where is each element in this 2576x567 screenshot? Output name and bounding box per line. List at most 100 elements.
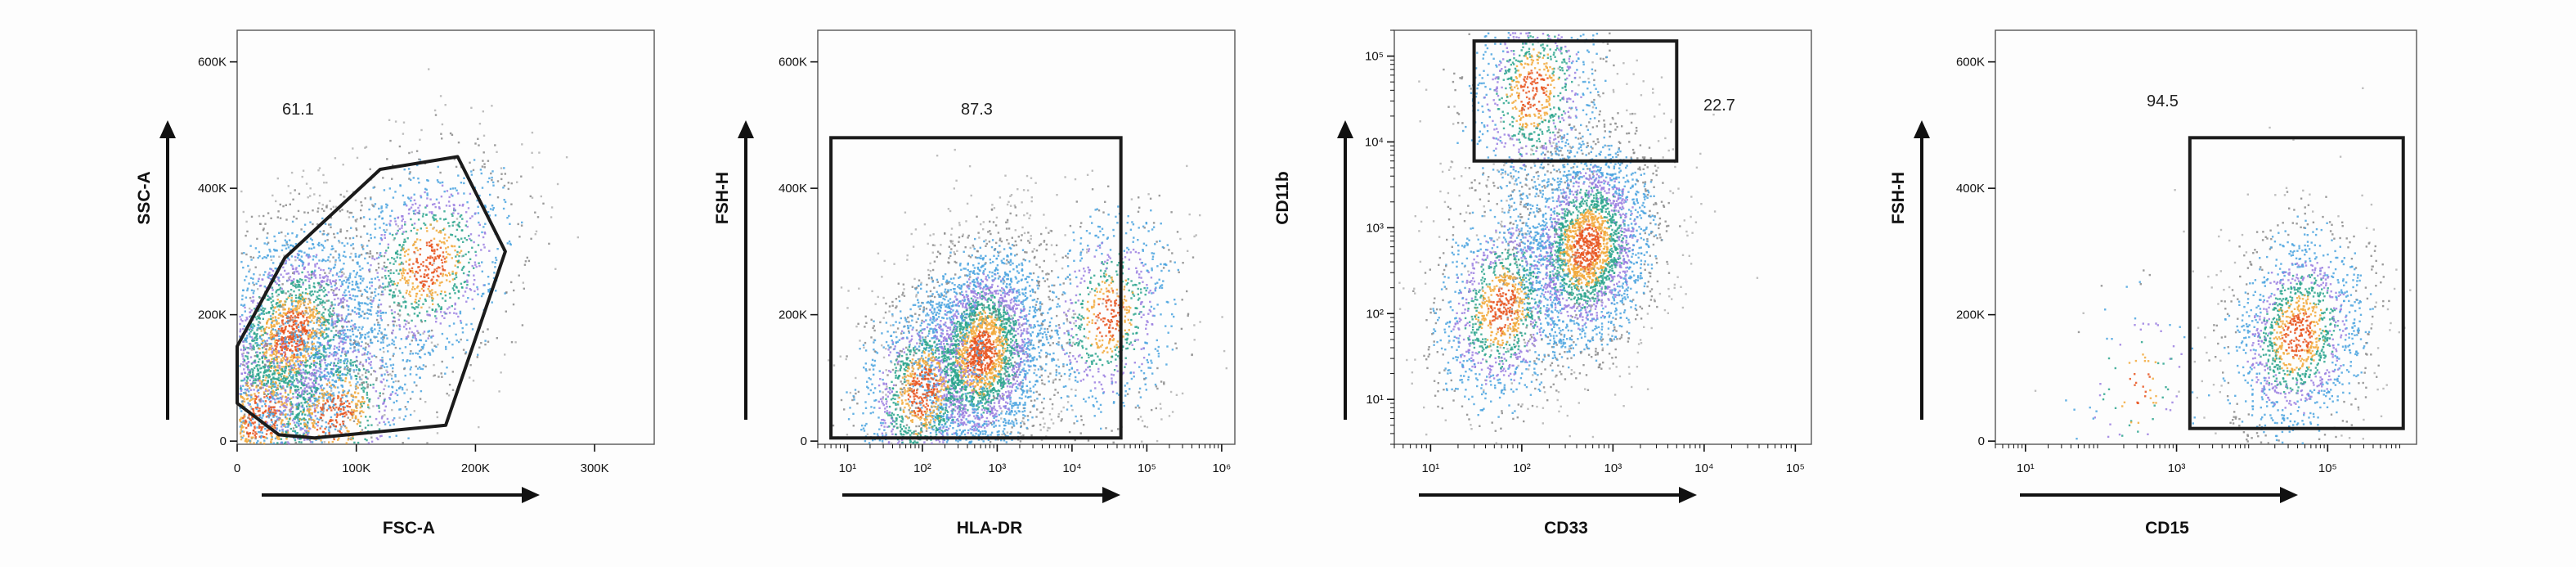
- event-dot: [272, 442, 275, 444]
- event-dot: [314, 269, 316, 272]
- event-dot: [263, 410, 267, 413]
- event-dot: [310, 295, 312, 297]
- event-dot: [442, 241, 445, 244]
- event-dot: [276, 372, 279, 375]
- event-dot: [347, 286, 349, 289]
- event-dot: [441, 123, 444, 126]
- event-dot: [353, 326, 356, 328]
- event-dot: [457, 212, 460, 215]
- event-dot: [330, 315, 333, 317]
- event-dot: [294, 300, 298, 303]
- event-dot: [402, 194, 405, 197]
- event-dot: [375, 390, 378, 393]
- event-dot: [275, 353, 277, 356]
- event-dot: [270, 345, 273, 348]
- event-dot: [466, 273, 469, 277]
- event-dot: [249, 268, 251, 271]
- event-dot: [368, 208, 370, 211]
- event-dot: [276, 295, 279, 297]
- event-dot: [397, 313, 400, 315]
- event-dot: [275, 394, 278, 397]
- event-dot: [327, 378, 330, 380]
- event-dot: [377, 305, 379, 308]
- event-dot: [348, 281, 351, 285]
- event-dot: [382, 341, 384, 344]
- event-dot: [310, 342, 313, 344]
- event-dot: [249, 331, 252, 333]
- event-dot: [399, 254, 402, 256]
- event-dot: [403, 392, 406, 394]
- event-dot: [291, 327, 294, 330]
- event-dot: [313, 397, 316, 400]
- event-dot: [332, 309, 334, 312]
- event-dot: [481, 231, 483, 234]
- event-dot: [316, 425, 319, 427]
- event-dot: [510, 341, 514, 344]
- event-dot: [463, 177, 465, 179]
- event-dot: [277, 398, 280, 400]
- event-dot: [328, 223, 330, 226]
- event-dot: [352, 411, 355, 413]
- event-dot: [289, 363, 291, 366]
- event-dot: [374, 371, 377, 373]
- event-dot: [311, 441, 314, 443]
- event-dot: [285, 247, 288, 250]
- event-dot: [296, 353, 299, 356]
- event-dot: [312, 395, 314, 398]
- event-dot: [402, 418, 406, 421]
- event-dot: [427, 337, 429, 340]
- event-dot: [366, 332, 369, 335]
- event-dot: [272, 412, 275, 416]
- event-dot: [315, 308, 317, 312]
- event-dot: [441, 265, 444, 268]
- event-dot: [402, 270, 405, 272]
- event-dot: [425, 214, 428, 216]
- event-dot: [433, 259, 435, 261]
- event-dot: [339, 430, 341, 432]
- event-dot: [247, 423, 249, 425]
- event-dot: [378, 407, 380, 409]
- event-dot: [343, 334, 345, 336]
- event-dot: [258, 416, 262, 419]
- event-dot: [249, 371, 252, 374]
- event-dot: [343, 291, 346, 294]
- event-dot: [270, 367, 273, 369]
- event-dot: [344, 339, 348, 341]
- event-dot: [407, 212, 411, 215]
- event-dot: [330, 344, 332, 347]
- event-dot: [356, 423, 359, 425]
- event-dot: [346, 358, 348, 361]
- event-dot: [473, 241, 475, 244]
- event-dot: [309, 427, 312, 430]
- event-dot: [278, 430, 281, 432]
- event-dot: [355, 385, 358, 388]
- event-dot: [325, 432, 327, 434]
- event-dot: [349, 272, 352, 275]
- event-dot: [477, 212, 480, 214]
- event-dot: [319, 302, 322, 305]
- event-dot: [285, 406, 288, 408]
- event-dot: [257, 439, 259, 443]
- event-dot: [379, 392, 381, 394]
- event-dot: [329, 376, 331, 378]
- event-dot: [299, 351, 302, 354]
- event-dot: [262, 376, 265, 378]
- event-dot: [415, 258, 418, 260]
- event-dot: [378, 404, 380, 407]
- event-dot: [257, 315, 259, 317]
- event-dot: [491, 205, 494, 207]
- event-dot: [312, 363, 316, 367]
- event-dot: [379, 227, 381, 229]
- event-dot: [328, 426, 330, 429]
- event-dot: [348, 297, 351, 299]
- event-dot: [460, 319, 462, 322]
- event-dot: [276, 424, 279, 426]
- event-dot: [273, 370, 276, 372]
- event-dot: [355, 227, 357, 230]
- event-dot: [330, 371, 333, 374]
- event-dot: [289, 372, 292, 375]
- event-dot: [455, 255, 457, 258]
- event-dot: [309, 396, 312, 398]
- event-dot: [337, 368, 339, 371]
- event-dot: [248, 390, 250, 393]
